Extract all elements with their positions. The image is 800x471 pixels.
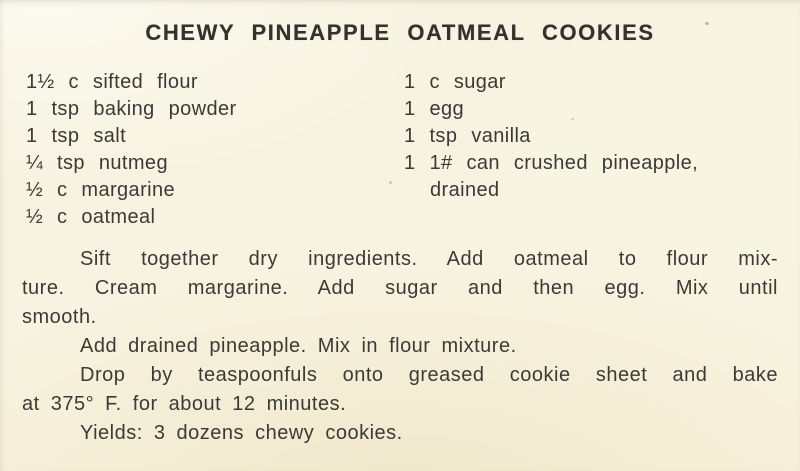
- instruction-line: Yields: 3 dozens chewy cookies.: [80, 422, 403, 444]
- ingredient-pineapple: 1 1# can crushed pineapple,: [404, 152, 699, 174]
- ingredient-pineapple-continued: drained: [430, 179, 500, 201]
- instruction-line: Add drained pineapple. Mix in flour mixt…: [80, 335, 517, 357]
- ingredients-section: 1½ c sifted flour 1 tsp baking powder 1 …: [22, 69, 778, 231]
- recipe-title: CHEWY PINEAPPLE OATMEAL COOKIES: [145, 20, 655, 45]
- instruction-paragraph-yield: Yields: 3 dozens chewy cookies.: [22, 419, 778, 448]
- instruction-line: at 375° F. for about 12 minutes.: [22, 393, 347, 415]
- paper-speck: [705, 22, 709, 25]
- ingredient-salt: 1 tsp salt: [26, 125, 127, 147]
- instruction-paragraph-mixing: Sift together dry ingredients. Add oatme…: [22, 245, 778, 332]
- ingredient-nutmeg: ¼ tsp nutmeg: [26, 152, 168, 174]
- instruction-paragraph-baking: Drop by teaspoonfuls onto greased cookie…: [22, 361, 778, 419]
- ingredient-flour: 1½ c sifted flour: [26, 71, 198, 93]
- instruction-line: Sift together dry ingredients. Add oatme…: [80, 248, 778, 270]
- ingredients-left-column: 1½ c sifted flour 1 tsp baking powder 1 …: [26, 69, 402, 231]
- instruction-line: Drop by teaspoonfuls onto greased cookie…: [80, 364, 778, 386]
- ingredients-right-column: 1 c sugar 1 egg 1 tsp vanilla 1 1# can c…: [404, 69, 778, 231]
- instruction-line: smooth.: [22, 306, 97, 328]
- ingredient-vanilla: 1 tsp vanilla: [404, 125, 531, 147]
- instruction-line: ture. Cream margarine. Add sugar and the…: [22, 277, 778, 299]
- ingredient-sugar: 1 c sugar: [404, 71, 506, 93]
- ingredient-margarine: ½ c margarine: [26, 179, 176, 201]
- instructions-section: Sift together dry ingredients. Add oatme…: [22, 245, 778, 448]
- ingredient-egg: 1 egg: [404, 98, 465, 120]
- instruction-paragraph-pineapple: Add drained pineapple. Mix in flour mixt…: [22, 332, 778, 361]
- ingredient-oatmeal: ½ c oatmeal: [26, 206, 156, 228]
- paper-speck: [571, 118, 574, 120]
- ingredient-baking-powder: 1 tsp baking powder: [26, 98, 237, 120]
- paper-speck: [389, 181, 392, 184]
